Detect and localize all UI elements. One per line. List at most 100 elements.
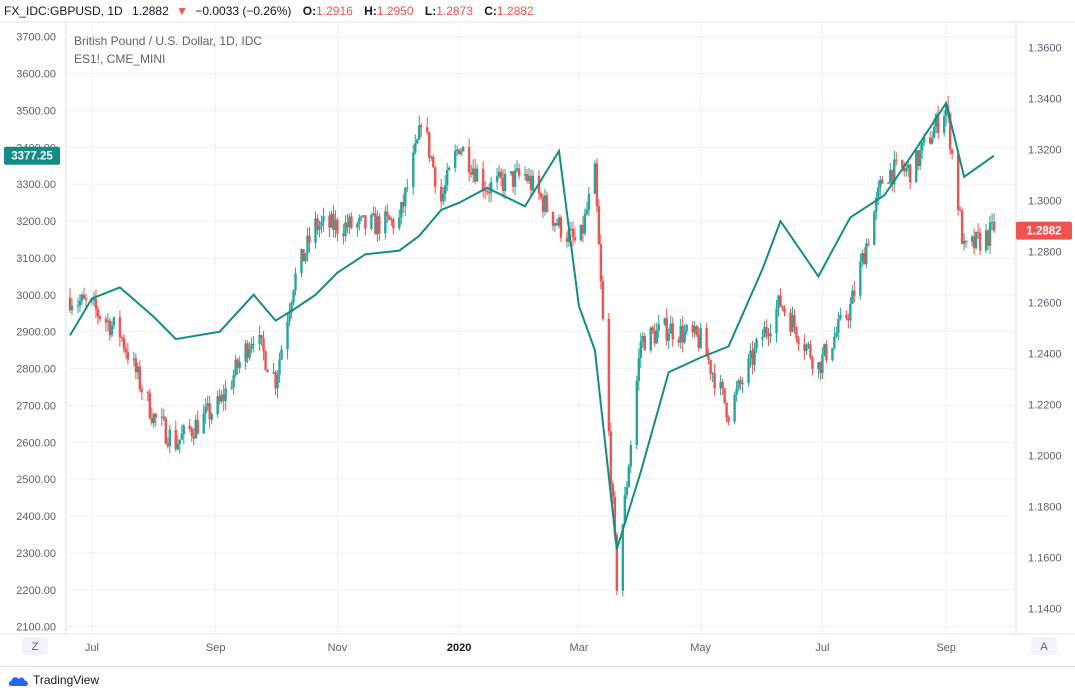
candle-body [76,305,80,307]
time-axis-label: Sep [936,642,956,654]
candle-body [625,487,629,496]
candle-body [593,163,597,194]
candle-body [695,325,698,336]
candle-body [571,228,575,238]
candle-body [388,215,391,220]
candle-body [455,149,459,152]
candle-body [216,396,219,415]
right-axis-tick-label: 1.2400 [1028,349,1062,361]
candle-body [683,331,686,343]
right-axis-tick-label: 1.3000 [1028,196,1062,208]
candle-body [290,302,293,313]
candle-body [525,174,529,181]
auto-scale-button[interactable]: A [1031,637,1057,655]
right-price-badge: 1.2882 [1016,221,1072,240]
left-scale-button[interactable]: Z [22,637,48,655]
candle-body [336,219,339,234]
candle-body [286,321,289,350]
candle-body [274,372,277,389]
candle-body [915,150,918,183]
legend-overlay-series[interactable]: ES1!, CME_MINI [74,52,165,66]
candle-body [208,403,211,420]
candle-body [643,336,646,351]
candle-body [877,187,880,198]
time-axis[interactable]: Jul Sep Nov 2020 Mar May Jul Sep [85,642,956,654]
candle-body [903,167,906,172]
candle-body [845,314,848,318]
candle-body [873,211,876,245]
candle-body [557,217,561,226]
legend-main-series[interactable]: British Pound / U.S. Dollar, 1D, IDC [74,34,262,48]
candle-body [893,159,896,185]
open-label: O: [302,4,317,18]
candle-body [244,343,247,362]
left-price-axis[interactable]: 3700.003600.003500.003400.003300.003200.… [16,32,56,634]
candle-body [196,419,199,434]
candle-body [623,495,627,525]
candle-body [328,216,331,228]
candle-body [513,170,517,187]
candle-body [781,305,784,309]
candle-body [573,237,577,241]
candle-body [905,168,908,172]
tradingview-logo[interactable]: TradingView [8,673,99,687]
candle-body [188,425,191,429]
candle-body [322,216,325,222]
right-price-axis[interactable]: 1.3600 1.3400 1.3200 1.3000 1.2800 1.2600 1.24… [1028,43,1062,616]
candle-body [150,418,154,424]
symbol-name[interactable]: FX_IDC:GBPUSD, 1D [4,4,123,18]
candle-body [685,325,688,332]
candle-body [174,429,177,450]
candle-body [613,496,617,535]
candle-body [162,416,165,419]
candle-body [348,216,351,228]
candle-body [679,325,682,343]
time-axis-label: May [690,642,711,654]
candle-body [110,325,114,336]
candle-body [304,253,307,262]
candle-body [541,197,545,212]
candle-body [467,147,471,173]
candle-body [302,249,305,262]
candle-body [964,240,968,242]
candle-body [853,290,856,296]
candle-body [553,223,557,226]
candle-body [406,187,409,189]
scale-a-label[interactable]: A [1040,641,1048,653]
chart-canvas[interactable]: 3700.003600.003500.003400.003300.003200.… [0,0,1075,666]
candle-body [579,224,583,241]
candle-body [667,333,670,341]
candle-body [555,223,559,226]
candle-body [146,391,150,393]
candle-body [699,328,702,349]
candle-body [988,222,992,246]
candle-body [665,318,668,341]
candle-body [278,359,281,375]
candle-body [984,230,988,251]
candle-body [487,192,491,194]
candle-body [346,222,349,228]
candle-body [398,217,401,229]
candle-body [515,168,519,171]
candle-body [457,149,461,155]
candle-body [503,173,507,191]
candle-body [264,351,267,370]
candle-body [376,216,379,235]
candle-body [693,325,696,333]
candle-body [569,228,573,230]
candle-body [445,170,449,186]
candle-body [737,380,740,389]
candle-body [839,314,842,319]
candle-body [426,127,429,133]
close-label: C: [484,4,497,18]
candle-body [733,394,736,422]
candle-body [260,335,263,339]
candle-body [934,114,938,128]
left-axis-tick-label: 2200.00 [16,585,56,597]
candle-body [671,323,674,340]
low-value: 1.2873 [436,4,473,18]
candle-body [932,127,936,138]
candle-body [793,314,796,328]
candle-body [134,358,138,373]
scale-z-label[interactable]: Z [32,641,39,653]
